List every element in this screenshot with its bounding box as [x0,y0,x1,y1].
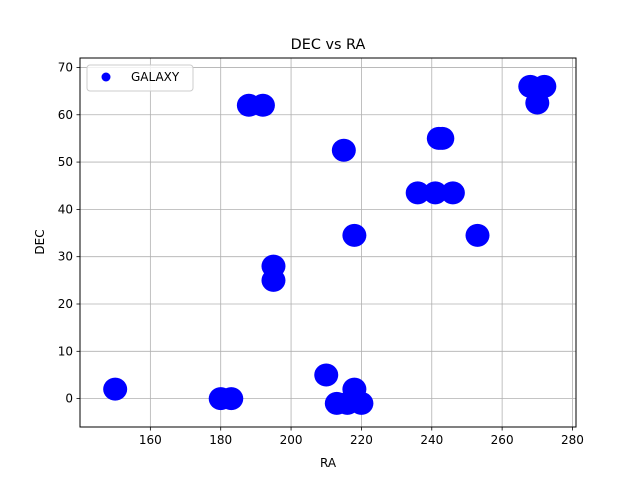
data-point [525,91,550,115]
y-tick-label: 60 [58,108,73,122]
data-point [261,268,286,292]
x-tick-label: 280 [561,433,584,447]
data-point [349,391,374,415]
y-axis-label: DEC [33,229,47,254]
legend-marker [101,72,111,82]
legend-label-galaxy: GALAXY [131,70,180,84]
y-tick-label: 40 [58,202,73,216]
x-tick-label: 180 [209,433,232,447]
y-tick-label: 10 [58,344,73,358]
x-tick-label: 160 [139,433,162,447]
data-point [103,377,128,401]
x-axis-ticks: 160 180 200 220 240 260 280 [139,427,584,447]
y-axis-ticks: 0 10 20 30 40 50 60 70 [58,60,80,406]
data-point [430,126,455,150]
data-point [440,181,465,205]
x-axis-label: RA [320,456,337,470]
x-tick-label: 200 [280,433,303,447]
x-tick-label: 240 [420,433,443,447]
chart-title: DEC vs RA [291,37,366,53]
x-tick-label: 260 [491,433,514,447]
y-tick-label: 0 [65,392,73,406]
y-tick-label: 50 [58,155,73,169]
y-tick-label: 20 [58,297,73,311]
data-point [219,387,244,411]
data-point [423,181,448,205]
data-points [103,74,557,415]
y-tick-label: 30 [58,250,73,264]
legend-box [86,64,194,92]
data-point [465,223,490,247]
data-point [250,93,275,117]
data-point [342,223,367,247]
data-point [314,363,339,387]
plot-frame [79,57,577,428]
data-point [405,181,430,205]
y-tick-label: 70 [58,60,73,74]
x-tick-label: 220 [350,433,373,447]
legend: GALAXY [86,64,194,92]
data-point [331,138,356,162]
